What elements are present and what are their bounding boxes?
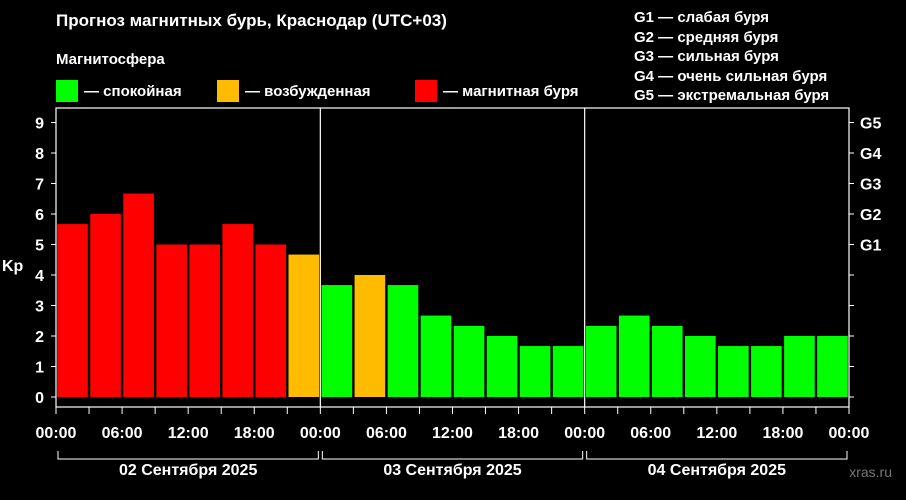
y-tick-label-4: 4 [35,268,44,285]
bar-3 [156,244,187,397]
x-tick-label-8: 00:00 [564,425,605,442]
legend-item-storm: — магнитная буря [415,80,579,102]
bar-15 [552,346,584,397]
legend-label-quiet: — спокойная [84,82,182,100]
y-tick-label-9: 9 [35,116,44,133]
bar-21 [751,346,782,397]
legend-label-storm: — магнитная буря [443,82,579,100]
x-tick-label-6: 12:00 [432,425,473,442]
day-label-1: 03 Сентября 2025 [383,462,521,479]
bar-1 [90,214,121,397]
watermark: xras.ru [849,464,892,480]
x-tick-label-11: 18:00 [762,425,803,442]
g-tick-label-G5: G5 [860,116,881,133]
y-axis-label: Kp [2,258,24,275]
bar-12 [453,325,485,397]
legend-swatch-storm [415,80,437,102]
bar-8 [321,285,353,397]
bar-7 [288,254,320,397]
bar-2 [123,193,154,397]
x-tick-label-0: 00:00 [36,425,77,442]
legend-item-quiet: — спокойная [56,80,182,102]
storm-level-g3: G3 — сильная буря [634,48,779,66]
day-bracket-2 [586,451,848,460]
bar-17 [618,315,650,397]
bar-9 [354,275,386,397]
bar-5 [222,224,254,397]
y-tick-label-6: 6 [35,207,44,224]
y-tick-label-0: 0 [35,390,44,407]
x-tick-label-4: 00:00 [300,425,341,442]
g-tick-label-G4: G4 [860,146,881,163]
bar-20 [718,346,749,397]
x-tick-label-7: 18:00 [498,425,539,442]
storm-level-g1: G1 — слабая буря [634,9,770,26]
legend-title: Магнитосфера [56,51,165,68]
chart-title: Прогноз магнитных бурь, Краснодар (UTC+0… [56,11,447,30]
g-tick-label-G2: G2 [860,207,881,224]
y-tick-label-8: 8 [35,146,44,163]
y-tick-label-3: 3 [35,299,44,316]
y-tick-label-7: 7 [35,177,44,194]
bar-16 [585,325,617,397]
legend-item-active: — возбужденная [217,80,371,102]
x-tick-label-3: 18:00 [234,425,275,442]
bar-22 [784,336,815,397]
storm-level-g2: G2 — средняя буря [634,28,779,46]
x-tick-label-10: 12:00 [696,425,737,442]
x-tick-label-1: 06:00 [102,425,143,442]
g-tick-label-G3: G3 [860,177,881,194]
bar-10 [387,285,419,397]
x-tick-label-9: 06:00 [630,425,671,442]
x-tick-label-2: 12:00 [168,425,209,442]
x-tick-label-12: 00:00 [829,425,870,442]
legend-swatch-quiet [56,80,78,102]
bar-13 [486,336,518,397]
storm-level-g5: G5 — экстремальная буря [634,87,830,105]
bar-23 [817,336,848,397]
bar-11 [420,315,452,397]
legend-swatch-active [217,80,239,102]
x-tick-label-5: 06:00 [366,425,407,442]
bar-0 [57,224,88,397]
bar-4 [189,244,221,397]
day-label-0: 02 Сентября 2025 [119,462,257,479]
storm-level-legend: G1 — слабая буря G2 — средняя буря G3 — … [634,8,829,106]
y-tick-label-1: 1 [35,360,44,377]
y-tick-label-5: 5 [35,238,44,255]
y-tick-label-2: 2 [35,329,44,346]
day-bracket-0 [57,451,319,460]
g-tick-label-G1: G1 [860,238,881,255]
bar-6 [255,244,287,397]
storm-level-g4: G4 — очень сильная буря [634,67,828,85]
bar-19 [684,336,716,397]
bar-14 [519,346,551,397]
day-label-2: 04 Сентября 2025 [648,462,786,479]
day-bracket-1 [321,451,584,460]
legend-label-active: — возбужденная [245,82,371,100]
bar-18 [651,325,683,397]
